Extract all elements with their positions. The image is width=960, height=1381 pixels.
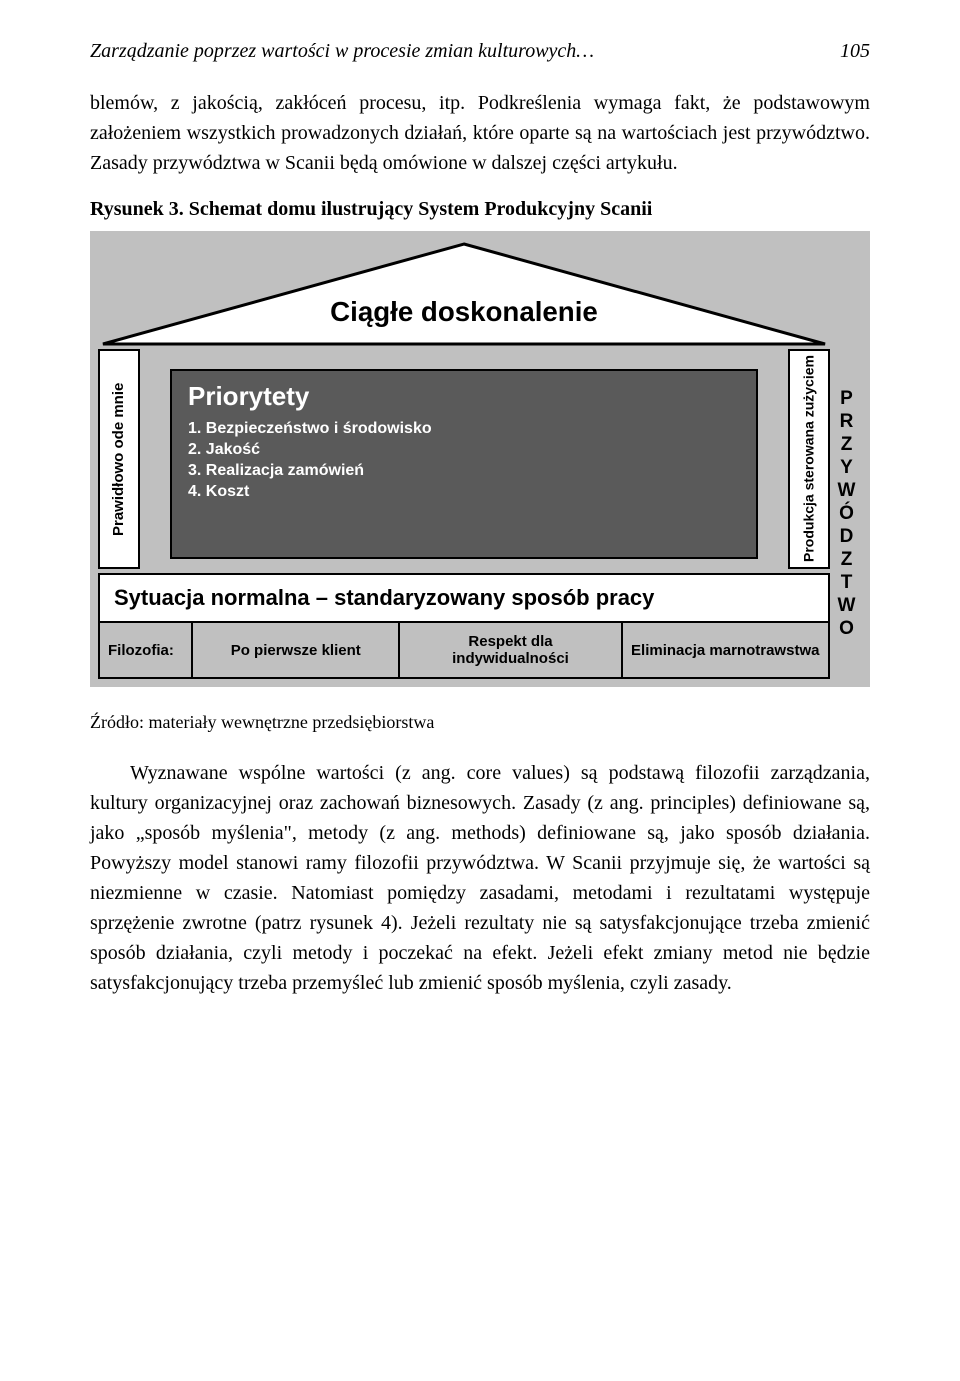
pillar-right: Produkcja sterowana zużyciem (788, 349, 830, 569)
pillars-row: Prawidłowo ode mnie Priorytety 1. Bezpie… (98, 349, 830, 569)
priority-item: 4. Koszt (188, 483, 740, 501)
running-header: Zarządzanie poprzez wartości w procesie … (90, 40, 870, 63)
pillar-left: Prawidłowo ode mnie (98, 349, 140, 569)
priority-item: 2. Jakość (188, 441, 740, 459)
page-number: 105 (840, 40, 870, 63)
priority-item: 1. Bezpieczeństwo i środowisko (188, 420, 740, 438)
paragraph-2: Wyznawane wspólne wartości (z ang. core … (90, 758, 870, 998)
house-column: Ciągłe doskonalenie Prawidłowo ode mnie … (98, 239, 830, 679)
header-title: Zarządzanie poprzez wartości w procesie … (90, 40, 594, 63)
priority-item: 3. Realizacja zamówień (188, 462, 740, 480)
figure-label: Rysunek 3. Schemat domu ilustrujący Syst… (90, 198, 870, 221)
wide-bar: Sytuacja normalna – standaryzowany sposó… (98, 573, 830, 623)
figure-source: Źródło: materiały wewnętrzne przedsiębio… (90, 712, 870, 733)
foundation-row: Filozofia: Po pierwsze klient Respekt dl… (98, 623, 830, 679)
foundation-cell: Po pierwsze klient (193, 623, 400, 679)
diagram-content: Ciągłe doskonalenie Prawidłowo ode mnie … (98, 239, 862, 679)
priorities-box: Priorytety 1. Bezpieczeństwo i środowisk… (170, 369, 758, 559)
foundation-cell: Respekt dla indywidualności (400, 623, 622, 679)
priorities-title: Priorytety (188, 381, 740, 412)
house-diagram: Ciągłe doskonalenie Prawidłowo ode mnie … (90, 231, 870, 687)
paragraph-1: blemów, z jakością, zakłóceń procesu, it… (90, 88, 870, 178)
foundation-cell: Eliminacja marnotrawstwa (623, 623, 830, 679)
roof-text: Ciągłe doskonalenie (330, 296, 598, 327)
foundation-label: Filozofia: (98, 623, 193, 679)
leadership-label: PRZYWÓDZTWO (830, 239, 862, 679)
roof: Ciągłe doskonalenie (98, 239, 830, 349)
